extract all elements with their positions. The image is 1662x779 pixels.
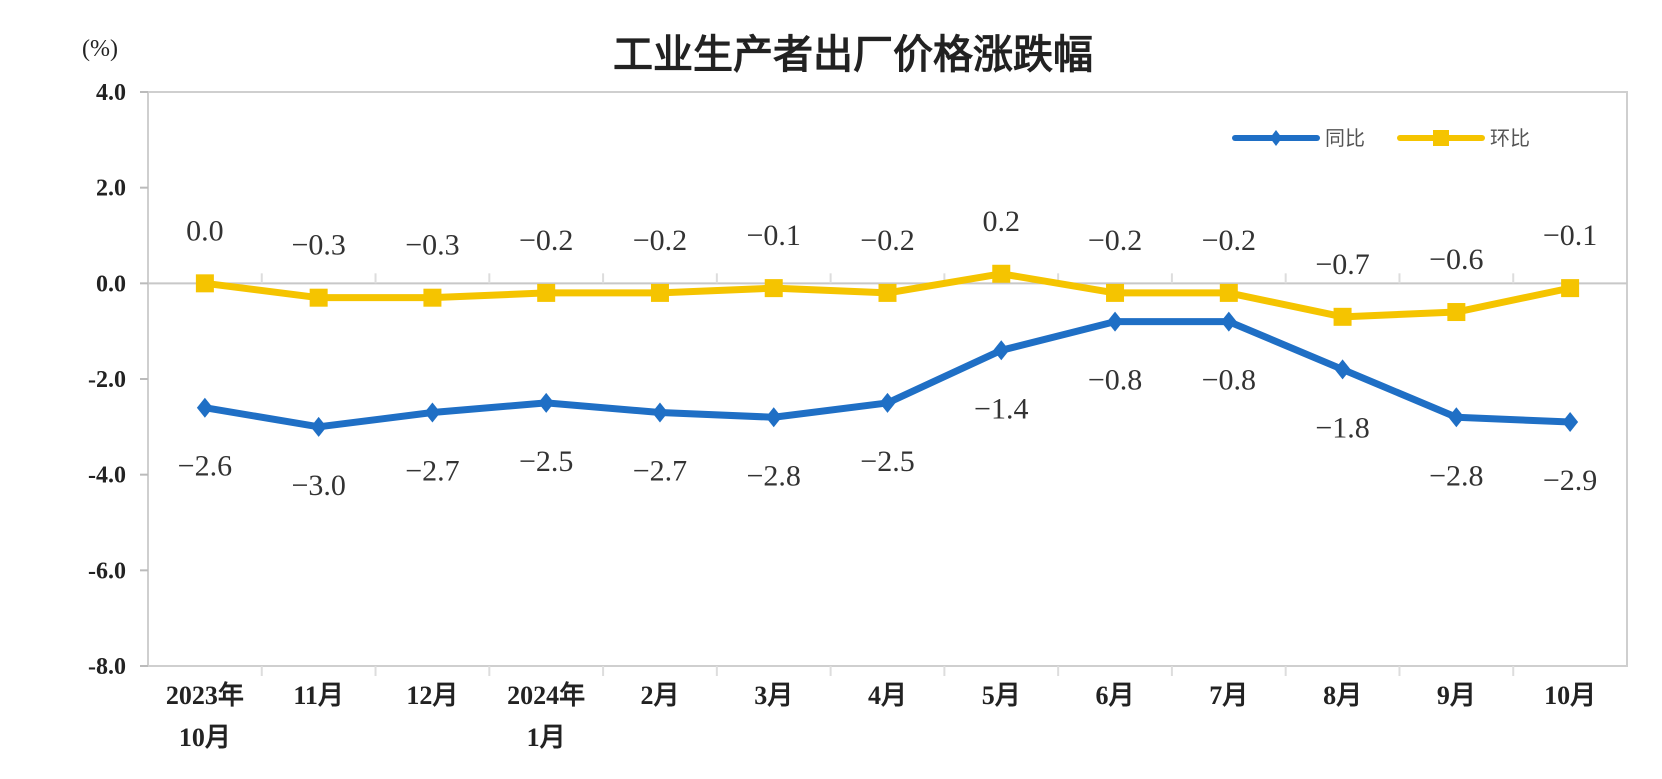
data-point [1562,412,1579,433]
y-axis-unit: (%) [82,36,118,62]
data-point [992,264,1011,283]
data-point [537,283,556,302]
data-label: −2.8 [1429,459,1483,492]
data-point [765,407,782,428]
data-point [1334,359,1351,380]
data-label: −2.5 [860,445,914,478]
data-label: −0.8 [1202,364,1256,397]
x-tick-label: 3月 [754,681,793,710]
data-label: −0.6 [1429,243,1483,276]
data-label: −0.2 [860,224,914,257]
data-label: −0.2 [1202,224,1256,257]
data-point [310,416,327,437]
data-label: −0.2 [633,224,687,257]
data-point [1220,311,1237,332]
legend-marker [1270,130,1282,146]
data-label: 0.2 [983,205,1021,238]
legend-marker [1433,130,1449,146]
y-tick-label: -8.0 [88,654,126,680]
x-tick-label: 12月 [406,681,458,710]
x-tick-label: 9月 [1437,681,1476,710]
x-tick-label: 4月 [868,681,907,710]
data-point [195,274,214,293]
data-point [424,402,441,423]
plot-area [147,91,1628,667]
legend: 同比 环比 [1232,126,1530,150]
data-point [1106,283,1125,302]
data-label: −2.9 [1543,464,1597,497]
x-tick-label: 7月 [1209,681,1248,710]
x-tick-label: 10月 [179,723,231,752]
data-point [538,392,555,413]
x-tick-label: 2023年 [166,680,244,710]
data-label: −0.8 [1088,364,1142,397]
legend-label: 环比 [1490,126,1530,150]
y-tick-label: -6.0 [88,558,126,584]
data-point [878,283,897,302]
data-point [309,288,328,307]
y-tick-label: 0.0 [96,271,126,297]
data-label: −2.7 [633,454,687,487]
data-label: −0.2 [1088,224,1142,257]
data-label: −0.2 [519,224,573,257]
x-tick-label: 2024年 [507,680,585,710]
x-tick-label: 5月 [982,681,1021,710]
data-label: −0.1 [1543,219,1597,252]
data-point [1561,279,1580,298]
data-label: −2.8 [747,459,801,492]
chart-title: 工业生产者出厂价格涨跌幅 [613,32,1093,78]
data-label: −3.0 [291,469,345,502]
legend-label: 同比 [1325,126,1365,150]
y-tick-label: 4.0 [96,80,126,106]
data-point [993,340,1010,361]
data-point [1447,303,1466,322]
data-point [879,392,896,413]
data-label: −2.5 [519,445,573,478]
data-point [423,288,442,307]
data-point [1333,307,1352,326]
data-label: −2.7 [405,454,459,487]
x-tick-label: 11月 [293,681,344,710]
data-point [1448,407,1465,428]
x-tick-label: 8月 [1323,681,1362,710]
y-tick-label: 2.0 [96,176,126,202]
data-point [1107,311,1124,332]
x-tick-label: 6月 [1096,681,1135,710]
data-label: −0.7 [1315,248,1369,281]
y-tick-label: -2.0 [88,367,126,393]
x-tick-label: 2月 [640,681,679,710]
data-point [196,397,213,418]
data-label: −2.6 [178,450,232,483]
data-point [650,283,669,302]
data-label: −0.3 [405,229,459,262]
x-tick-label: 1月 [527,723,566,752]
data-point [1219,283,1238,302]
data-point [651,402,668,423]
x-tick-label: 10月 [1544,681,1596,710]
data-label: −1.8 [1315,411,1369,444]
data-label: −1.4 [974,392,1028,425]
data-label: −0.1 [747,219,801,252]
data-point [764,279,783,298]
data-label: 0.0 [186,214,224,247]
y-tick-label: -4.0 [88,463,126,489]
data-label: −0.3 [291,229,345,262]
